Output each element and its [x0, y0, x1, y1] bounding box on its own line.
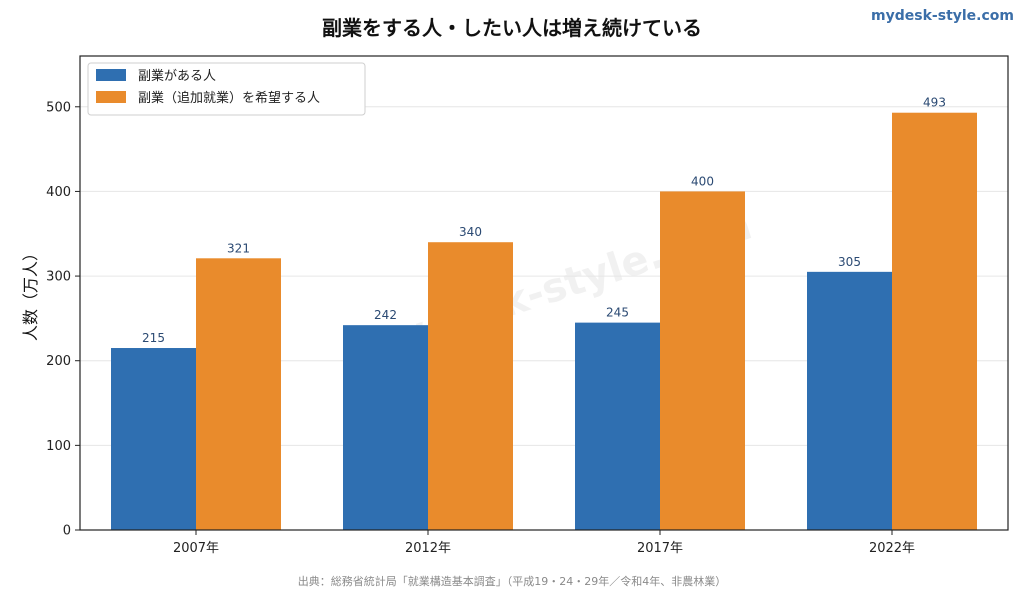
legend-swatch-2 [96, 91, 126, 103]
y-tick-label: 100 [46, 439, 71, 454]
bar-2 [428, 242, 513, 530]
source-note: 出典：総務省統計局「就業構造基本調査」（平成19・24・29年／令和4年、非農林… [297, 575, 727, 588]
bar-value-label: 400 [691, 174, 714, 188]
bar-value-label: 215 [142, 331, 165, 345]
bar-2 [196, 258, 281, 530]
bar-1 [575, 322, 660, 530]
legend-label-1: 副業がある人 [138, 68, 216, 84]
y-tick-label: 0 [63, 524, 71, 539]
y-axis-label: 人数（万人） [21, 245, 40, 341]
bar-value-label: 305 [838, 255, 861, 269]
y-tick-label: 400 [46, 185, 71, 200]
legend-box [87, 62, 366, 116]
x-tick-label: 2022年 [869, 541, 915, 556]
y-tick-label: 300 [46, 270, 71, 285]
y-tick-label: 500 [46, 100, 71, 115]
bar-value-label: 321 [227, 241, 250, 255]
legend-label-2: 副業（追加就業）を希望する人 [138, 90, 320, 106]
bar-1 [807, 271, 892, 530]
x-tick-label: 2007年 [173, 541, 219, 556]
chart-title: 副業をする人・したい人は増え続けている [322, 16, 702, 40]
plot-frame [79, 55, 1009, 531]
legend-swatch-1 [96, 69, 126, 81]
bar-value-label: 493 [923, 96, 946, 110]
x-tick-label: 2017年 [637, 541, 683, 556]
bar-value-label: 245 [606, 306, 629, 320]
brand-link[interactable]: mydesk-style.com [871, 8, 1014, 24]
bar-value-label: 242 [374, 308, 397, 322]
bar-1 [111, 348, 196, 530]
y-tick-label: 200 [46, 354, 71, 369]
bar-2 [660, 191, 745, 530]
bar-value-label: 340 [459, 225, 482, 239]
bar-2 [892, 112, 977, 530]
bar-1 [343, 325, 428, 530]
x-tick-label: 2012年 [405, 541, 451, 556]
